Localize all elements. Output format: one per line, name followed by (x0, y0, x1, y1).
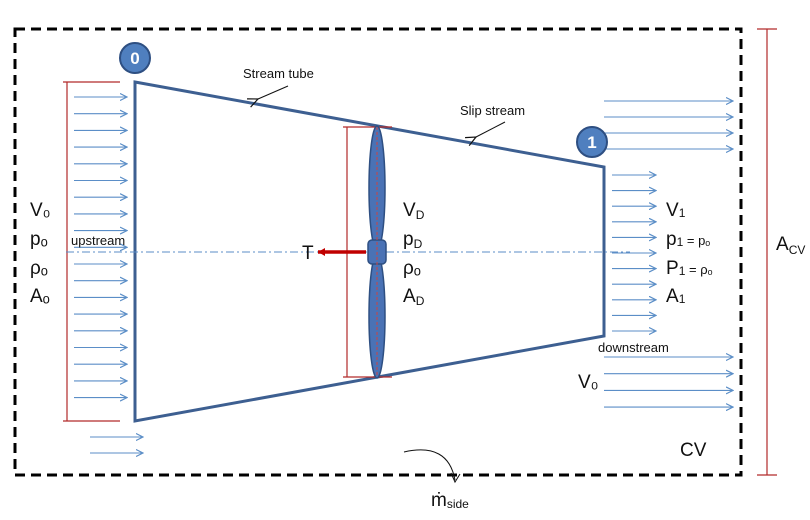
svg-text:1: 1 (587, 133, 596, 152)
side-flow-arrows-upper (604, 101, 733, 149)
disk-velocity: VD (403, 200, 425, 222)
slip-stream-pointer (476, 121, 506, 137)
side-velocity: V₀ (578, 372, 599, 393)
station-0-badge: 0 (119, 42, 151, 74)
stream-tube (133, 80, 606, 423)
upstream-label: upstream (71, 233, 125, 248)
upstream-flow-arrows (74, 97, 127, 398)
stream-tube-pointer (258, 85, 289, 99)
cv-area-label: ACV (776, 234, 805, 257)
inlet-density: ρₒ (30, 258, 48, 279)
side-flow-arrows-left (90, 437, 143, 453)
side-mass-flow-label: ṁside (431, 490, 469, 511)
disk-area: AD (403, 286, 425, 308)
outlet-velocity: V1 (666, 200, 686, 221)
outlet-pressure: p1 = pₒ (666, 229, 710, 250)
thrust-label: T (302, 243, 314, 264)
downstream-label: downstream (598, 340, 669, 355)
side-mass-flow-arrow (403, 449, 456, 481)
side-mass-flow-arrowhead (450, 472, 461, 484)
svg-text:0: 0 (130, 49, 139, 68)
inlet-velocity: V₀ (30, 200, 51, 221)
actuator-disk (367, 125, 387, 379)
inlet-pressure: pₒ (30, 229, 48, 250)
side-flow-arrows-lower (604, 357, 733, 407)
disk-density: ρₒ (403, 258, 421, 279)
station-1-badge: 1 (576, 126, 608, 158)
inlet-area: Aₒ (30, 286, 50, 307)
slip-stream-label: Slip stream (460, 103, 525, 118)
stream-tube-label: Stream tube (243, 66, 314, 81)
disk-pressure: pD (403, 229, 423, 251)
outlet-area: A1 (666, 286, 686, 307)
outlet-density: P1 = ρₒ (666, 258, 713, 279)
control-volume-boundary (13, 27, 743, 477)
control-volume-label: CV (680, 440, 707, 461)
downstream-flow-arrows (612, 175, 656, 331)
